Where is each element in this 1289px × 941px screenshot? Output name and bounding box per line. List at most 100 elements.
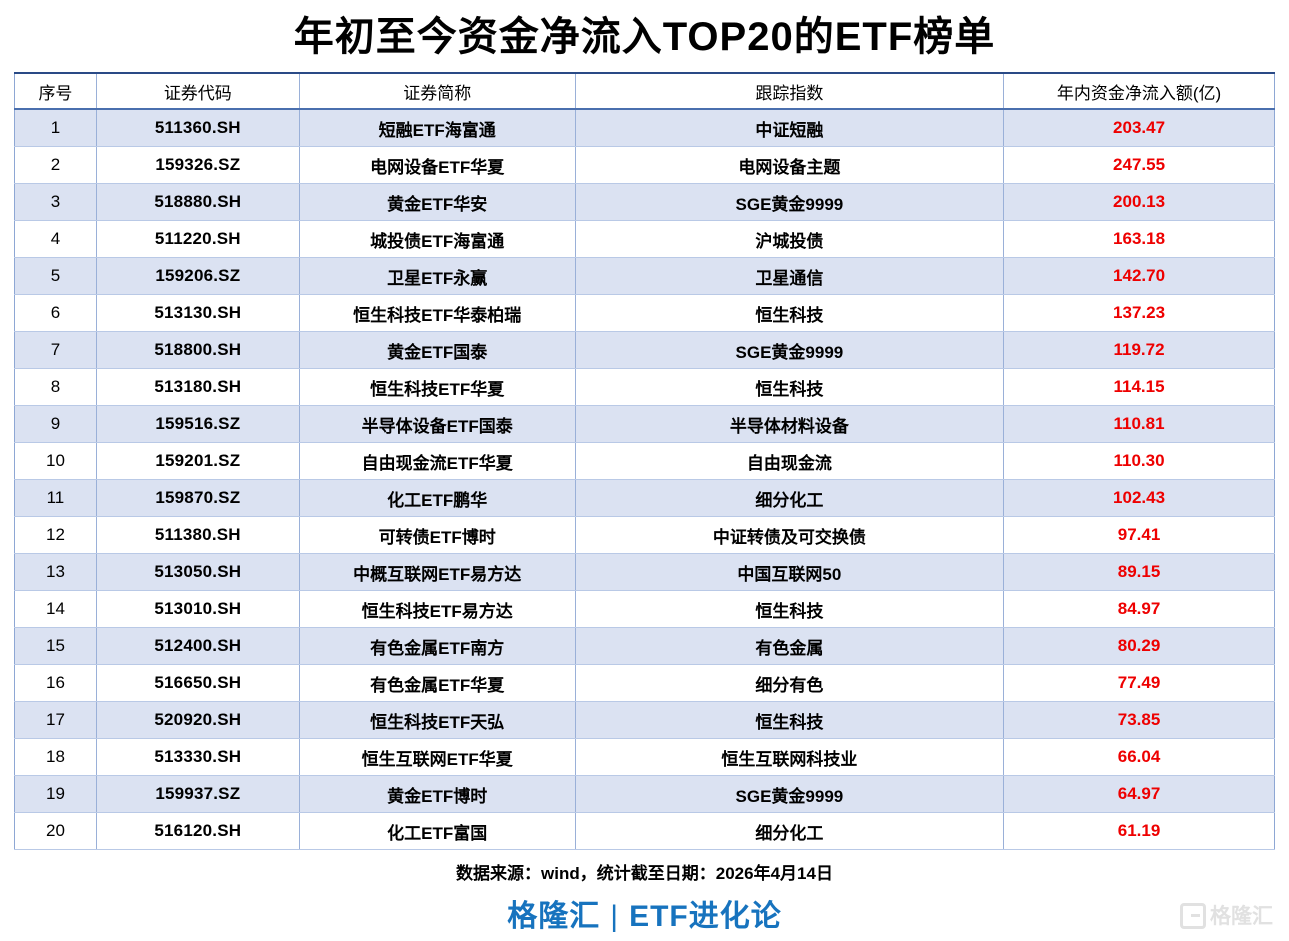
cell-name: 短融ETF海富通 <box>299 109 576 147</box>
cell-value: 66.04 <box>1003 738 1275 776</box>
cell-code: 513130.SH <box>96 294 300 332</box>
cell-index: 恒生科技 <box>575 590 1005 628</box>
page-title: 年初至今资金净流入TOP20的ETF榜单 <box>293 15 996 59</box>
cell-index: 卫星通信 <box>575 257 1005 295</box>
cell-name: 卫星ETF永赢 <box>299 257 576 295</box>
table-row: 16 516650.SH 有色金属ETF华夏 细分有色 77.49 <box>14 664 1275 702</box>
table-container: 序号 证券代码 证券简称 跟踪指数 年内资金净流入额(亿) 1 511360.SH… <box>0 72 1289 850</box>
table-row: 20 516120.SH 化工ETF富国 细分化工 61.19 <box>14 812 1275 850</box>
cell-value: 61.19 <box>1003 812 1275 850</box>
cell-value: 77.49 <box>1003 664 1275 702</box>
cell-name: 可转债ETF博时 <box>299 516 576 554</box>
table-row: 15 512400.SH 有色金属ETF南方 有色金属 80.29 <box>14 627 1275 665</box>
cell-index: 中证短融 <box>575 109 1005 147</box>
cell-code: 513010.SH <box>96 590 300 628</box>
cell-index: 自由现金流 <box>575 442 1005 480</box>
cell-code: 511360.SH <box>96 109 300 147</box>
column-header-value: 年内资金净流入额(亿) <box>1003 73 1275 110</box>
cell-value: 200.13 <box>1003 183 1275 221</box>
table-row: 2 159326.SZ 电网设备ETF华夏 电网设备主题 247.55 <box>14 146 1275 184</box>
table-row: 10 159201.SZ 自由现金流ETF华夏 自由现金流 110.30 <box>14 442 1275 480</box>
cell-rank: 7 <box>14 331 97 369</box>
cell-value: 119.72 <box>1003 331 1275 369</box>
cell-name: 有色金属ETF华夏 <box>299 664 576 702</box>
table-row: 1 511360.SH 短融ETF海富通 中证短融 203.47 <box>14 109 1275 147</box>
cell-name: 自由现金流ETF华夏 <box>299 442 576 480</box>
cell-code: 513180.SH <box>96 368 300 406</box>
cell-index: 细分化工 <box>575 479 1005 517</box>
cell-name: 恒生互联网ETF华夏 <box>299 738 576 776</box>
cell-index: 恒生科技 <box>575 701 1005 739</box>
cell-rank: 4 <box>14 220 97 258</box>
cell-value: 84.97 <box>1003 590 1275 628</box>
table-row: 12 511380.SH 可转债ETF博时 中证转债及可交换债 97.41 <box>14 516 1275 554</box>
etf-ranking-table: 序号 证券代码 证券简称 跟踪指数 年内资金净流入额(亿) 1 511360.SH… <box>14 72 1275 850</box>
cell-name: 恒生科技ETF华夏 <box>299 368 576 406</box>
cell-name: 化工ETF富国 <box>299 812 576 850</box>
column-header-index: 跟踪指数 <box>575 73 1005 110</box>
table-row: 7 518800.SH 黄金ETF国泰 SGE黄金9999 119.72 <box>14 331 1275 369</box>
table-row: 19 159937.SZ 黄金ETF博时 SGE黄金9999 64.97 <box>14 775 1275 813</box>
cell-name: 黄金ETF华安 <box>299 183 576 221</box>
table-row: 9 159516.SZ 半导体设备ETF国泰 半导体材料设备 110.81 <box>14 405 1275 443</box>
cell-index: 有色金属 <box>575 627 1005 665</box>
cell-code: 159326.SZ <box>96 146 300 184</box>
cell-code: 518800.SH <box>96 331 300 369</box>
cell-index: 沪城投债 <box>575 220 1005 258</box>
cell-code: 516650.SH <box>96 664 300 702</box>
cell-rank: 6 <box>14 294 97 332</box>
cell-code: 512400.SH <box>96 627 300 665</box>
data-source-note: 数据来源：wind，统计截至日期：2026年4月14日 <box>456 864 833 883</box>
cell-code: 159516.SZ <box>96 405 300 443</box>
cell-name: 电网设备ETF华夏 <box>299 146 576 184</box>
cell-index: 恒生互联网科技业 <box>575 738 1005 776</box>
cell-rank: 17 <box>14 701 97 739</box>
brand-footer: 格隆汇 | ETF进化论 <box>0 899 1289 935</box>
cell-value: 97.41 <box>1003 516 1275 554</box>
cell-name: 中概互联网ETF易方达 <box>299 553 576 591</box>
table-header-row: 序号 证券代码 证券简称 跟踪指数 年内资金净流入额(亿) <box>14 73 1275 110</box>
cell-name: 恒生科技ETF易方达 <box>299 590 576 628</box>
cell-value: 64.97 <box>1003 775 1275 813</box>
cell-code: 159937.SZ <box>96 775 300 813</box>
cell-rank: 16 <box>14 664 97 702</box>
table-row: 18 513330.SH 恒生互联网ETF华夏 恒生互联网科技业 66.04 <box>14 738 1275 776</box>
cell-value: 137.23 <box>1003 294 1275 332</box>
cell-index: 细分化工 <box>575 812 1005 850</box>
cell-value: 114.15 <box>1003 368 1275 406</box>
cell-index: 恒生科技 <box>575 368 1005 406</box>
column-header-rank: 序号 <box>14 73 97 110</box>
table-row: 4 511220.SH 城投债ETF海富通 沪城投债 163.18 <box>14 220 1275 258</box>
cell-index: SGE黄金9999 <box>575 183 1005 221</box>
cell-rank: 1 <box>14 109 97 147</box>
cell-value: 203.47 <box>1003 109 1275 147</box>
cell-rank: 18 <box>14 738 97 776</box>
cell-value: 163.18 <box>1003 220 1275 258</box>
cell-name: 恒生科技ETF天弘 <box>299 701 576 739</box>
cell-value: 110.81 <box>1003 405 1275 443</box>
cell-value: 110.30 <box>1003 442 1275 480</box>
cell-name: 恒生科技ETF华泰柏瑞 <box>299 294 576 332</box>
cell-rank: 20 <box>14 812 97 850</box>
cell-name: 城投债ETF海富通 <box>299 220 576 258</box>
table-row: 5 159206.SZ 卫星ETF永赢 卫星通信 142.70 <box>14 257 1275 295</box>
cell-index: 电网设备主题 <box>575 146 1005 184</box>
cell-code: 513330.SH <box>96 738 300 776</box>
cell-name: 半导体设备ETF国泰 <box>299 405 576 443</box>
table-row: 13 513050.SH 中概互联网ETF易方达 中国互联网50 89.15 <box>14 553 1275 591</box>
table-row: 8 513180.SH 恒生科技ETF华夏 恒生科技 114.15 <box>14 368 1275 406</box>
cell-rank: 10 <box>14 442 97 480</box>
cell-rank: 11 <box>14 479 97 517</box>
cell-index: 中证转债及可交换债 <box>575 516 1005 554</box>
brand-name: 格隆汇 <box>507 900 601 934</box>
cell-value: 89.15 <box>1003 553 1275 591</box>
cell-rank: 19 <box>14 775 97 813</box>
cell-rank: 8 <box>14 368 97 406</box>
cell-value: 102.43 <box>1003 479 1275 517</box>
cell-index: SGE黄金9999 <box>575 331 1005 369</box>
table-row: 17 520920.SH 恒生科技ETF天弘 恒生科技 73.85 <box>14 701 1275 739</box>
cell-rank: 14 <box>14 590 97 628</box>
cell-value: 142.70 <box>1003 257 1275 295</box>
cell-rank: 13 <box>14 553 97 591</box>
